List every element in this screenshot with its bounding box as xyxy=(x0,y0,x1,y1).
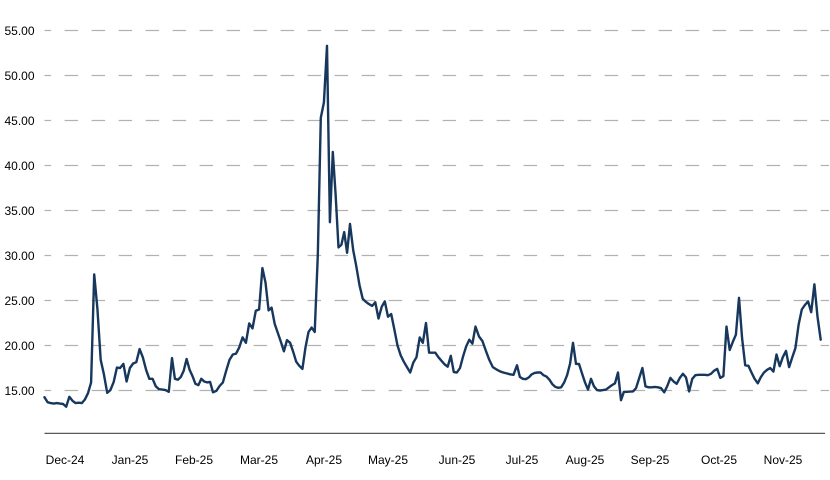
svg-text:Jul-25: Jul-25 xyxy=(506,453,539,467)
svg-text:15.00: 15.00 xyxy=(4,384,34,398)
svg-text:Mar-25: Mar-25 xyxy=(240,453,278,467)
svg-text:35.00: 35.00 xyxy=(4,204,34,218)
svg-text:45.00: 45.00 xyxy=(4,114,34,128)
svg-text:Apr-25: Apr-25 xyxy=(306,453,342,467)
svg-text:30.00: 30.00 xyxy=(4,249,34,263)
svg-text:May-25: May-25 xyxy=(368,453,408,467)
svg-text:Nov-25: Nov-25 xyxy=(764,453,803,467)
svg-text:Oct-25: Oct-25 xyxy=(701,453,737,467)
svg-text:Aug-25: Aug-25 xyxy=(566,453,605,467)
svg-text:20.00: 20.00 xyxy=(4,339,34,353)
svg-text:25.00: 25.00 xyxy=(4,294,34,308)
svg-text:Jan-25: Jan-25 xyxy=(112,453,149,467)
svg-text:Jun-25: Jun-25 xyxy=(439,453,476,467)
svg-text:Sep-25: Sep-25 xyxy=(631,453,670,467)
svg-text:55.00: 55.00 xyxy=(4,24,34,38)
svg-text:Dec-24: Dec-24 xyxy=(46,453,85,467)
svg-text:Feb-25: Feb-25 xyxy=(175,453,213,467)
svg-text:40.00: 40.00 xyxy=(4,159,34,173)
svg-text:50.00: 50.00 xyxy=(4,69,34,83)
